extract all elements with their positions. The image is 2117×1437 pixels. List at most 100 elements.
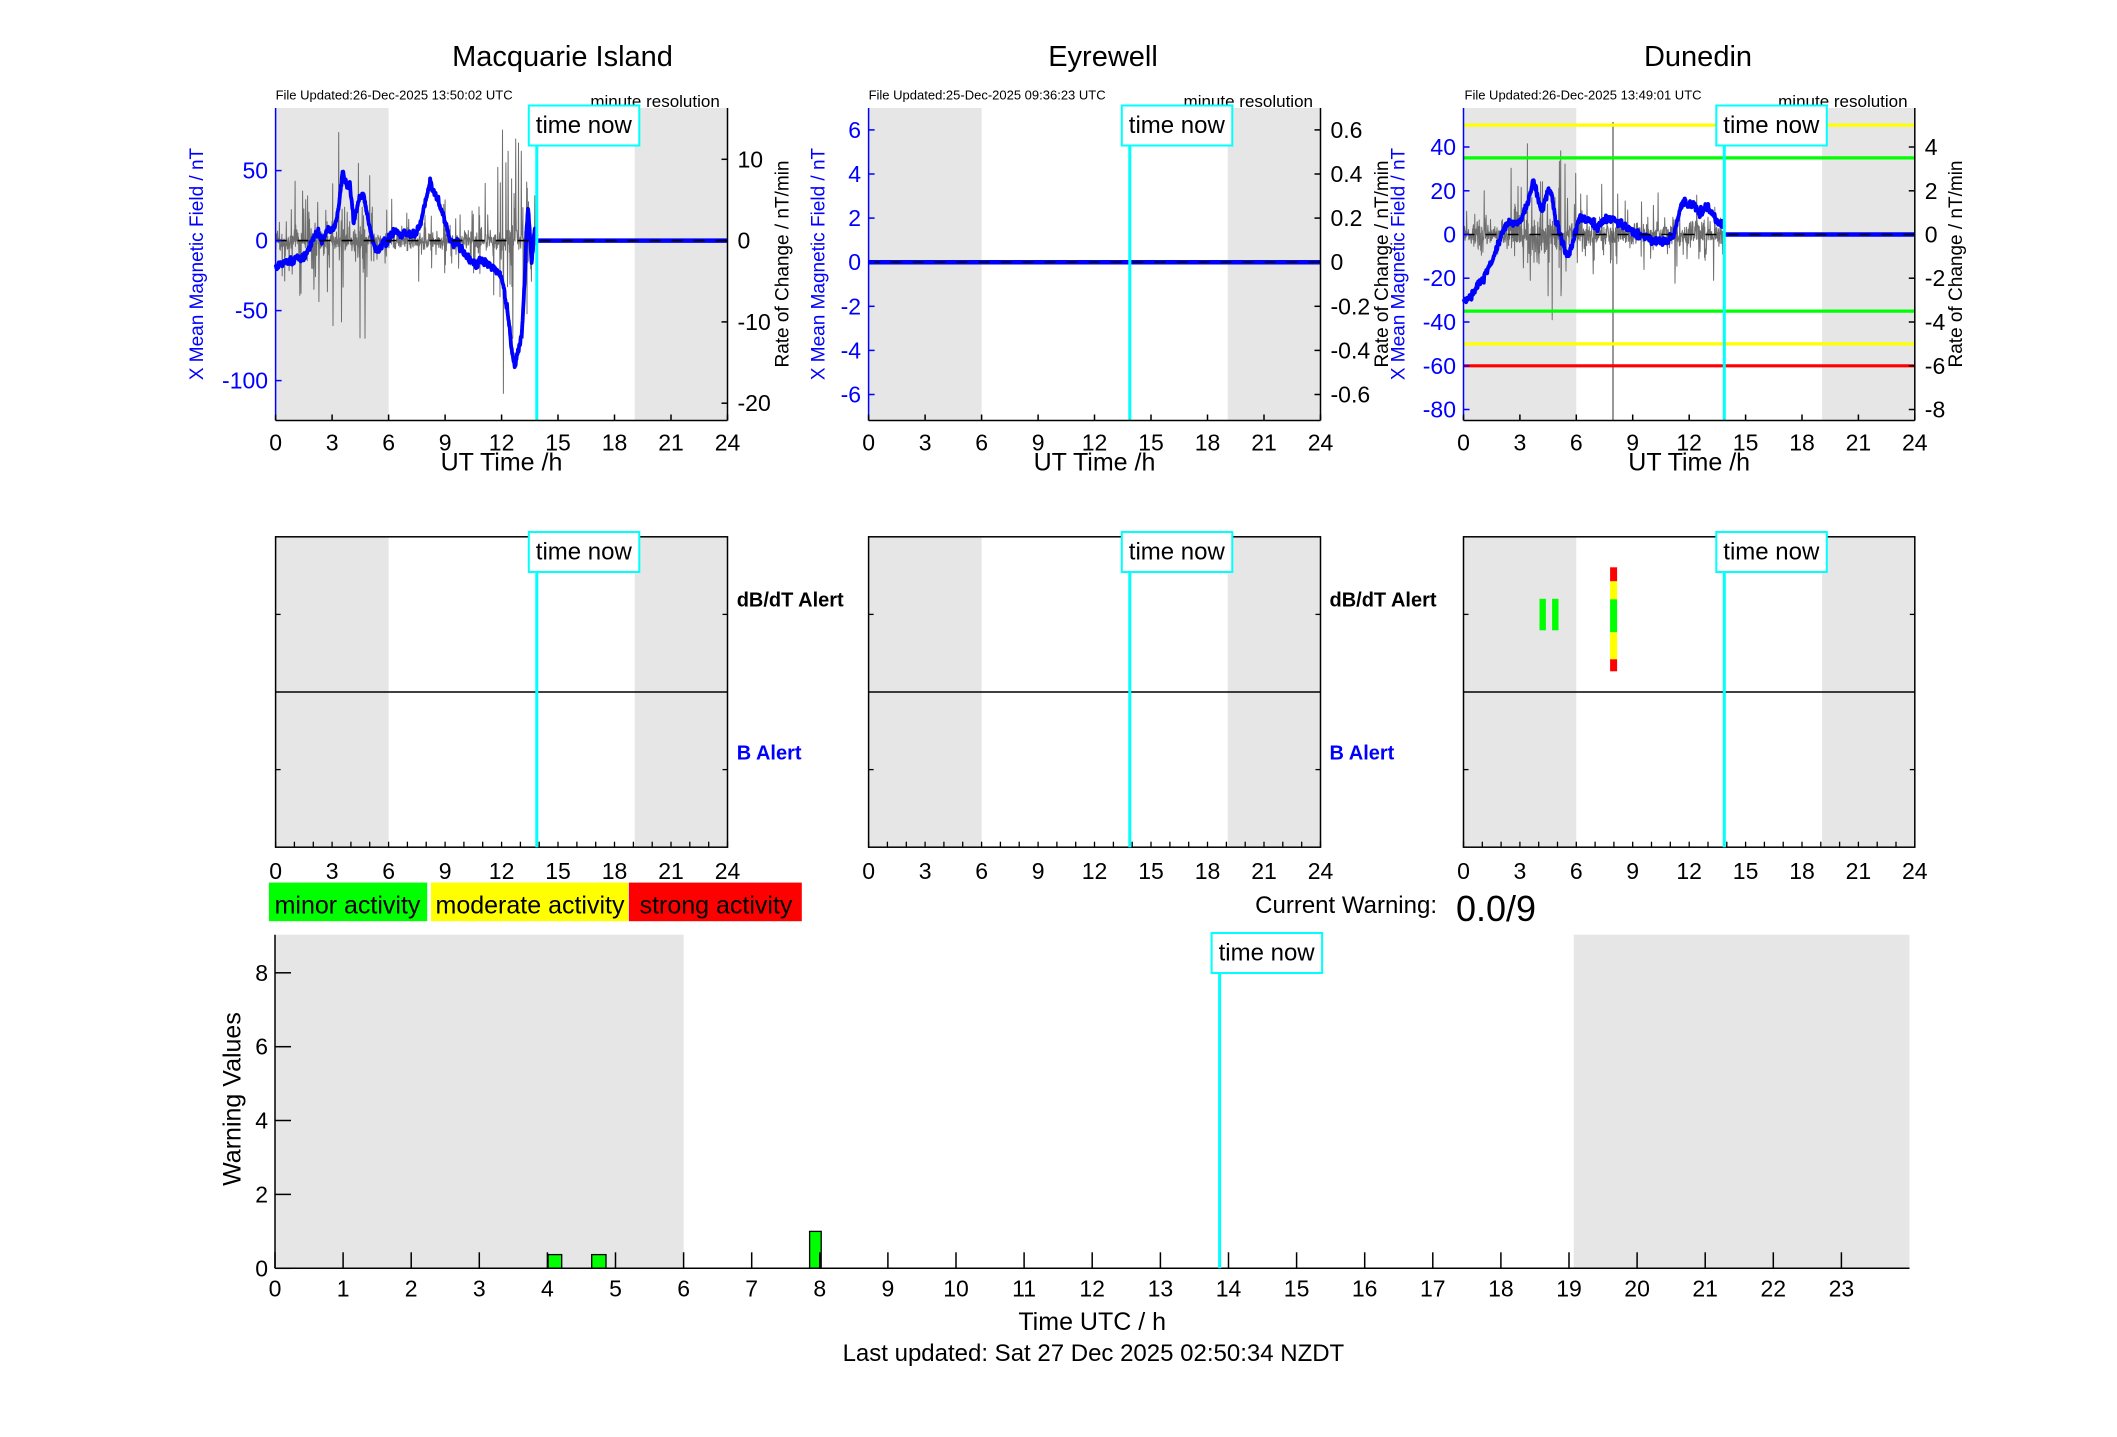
svg-text:15: 15 — [1284, 1275, 1310, 1301]
svg-text:3: 3 — [1514, 430, 1527, 456]
svg-text:time now: time now — [1723, 112, 1820, 139]
svg-text:0.0/9: 0.0/9 — [1456, 888, 1536, 929]
svg-text:4: 4 — [255, 1108, 268, 1134]
svg-text:4: 4 — [1925, 134, 1938, 160]
svg-text:20: 20 — [1430, 178, 1456, 204]
svg-text:18: 18 — [602, 430, 628, 456]
svg-text:3: 3 — [1514, 858, 1527, 884]
svg-text:Rate of Change / nT/min: Rate of Change / nT/min — [1946, 161, 1967, 368]
svg-text:Macquarie Island: Macquarie Island — [452, 41, 673, 73]
svg-text:0: 0 — [862, 858, 875, 884]
svg-text:24: 24 — [715, 858, 741, 884]
svg-text:6: 6 — [255, 1034, 268, 1060]
svg-text:17: 17 — [1420, 1275, 1446, 1301]
svg-text:6: 6 — [1570, 858, 1583, 884]
svg-text:21: 21 — [1846, 430, 1872, 456]
svg-text:time now: time now — [1723, 539, 1820, 566]
svg-text:Last updated: Sat 27 Dec 2025: Last updated: Sat 27 Dec 2025 02:50:34 N… — [843, 1340, 1345, 1367]
svg-text:21: 21 — [658, 858, 684, 884]
svg-text:24: 24 — [1308, 430, 1334, 456]
svg-text:-40: -40 — [1423, 309, 1456, 335]
svg-text:9: 9 — [1626, 430, 1639, 456]
svg-text:3: 3 — [919, 858, 932, 884]
svg-text:-0.4: -0.4 — [1331, 337, 1371, 363]
svg-text:19: 19 — [1556, 1275, 1582, 1301]
svg-text:8: 8 — [813, 1275, 826, 1301]
svg-text:4: 4 — [541, 1275, 554, 1301]
svg-text:File Updated:25-Dec-2025 09:36: File Updated:25-Dec-2025 09:36:23 UTC — [869, 88, 1106, 103]
svg-text:6: 6 — [382, 858, 395, 884]
svg-text:15: 15 — [1733, 430, 1759, 456]
svg-text:time now: time now — [536, 539, 633, 566]
svg-text:0: 0 — [862, 430, 875, 456]
svg-text:50: 50 — [243, 158, 269, 184]
svg-text:UT Time /h: UT Time /h — [1034, 449, 1156, 477]
svg-text:20: 20 — [1624, 1275, 1650, 1301]
svg-text:0: 0 — [255, 228, 268, 254]
svg-text:-2: -2 — [841, 293, 861, 319]
svg-text:-2: -2 — [1925, 265, 1945, 291]
svg-text:0.2: 0.2 — [1331, 205, 1363, 231]
svg-text:2: 2 — [848, 205, 861, 231]
svg-text:40: 40 — [1430, 134, 1456, 160]
svg-text:time now: time now — [1219, 940, 1316, 967]
svg-text:0: 0 — [269, 1275, 282, 1301]
svg-text:9: 9 — [1032, 858, 1045, 884]
svg-text:2: 2 — [405, 1275, 418, 1301]
svg-text:21: 21 — [658, 430, 684, 456]
svg-text:-60: -60 — [1423, 353, 1456, 379]
svg-text:18: 18 — [1789, 858, 1815, 884]
svg-text:9: 9 — [1032, 430, 1045, 456]
svg-text:dB/dT Alert: dB/dT Alert — [1330, 590, 1437, 612]
svg-text:6: 6 — [382, 430, 395, 456]
svg-text:23: 23 — [1829, 1275, 1855, 1301]
svg-text:X Mean Magnetic Field / nT: X Mean Magnetic Field / nT — [1389, 147, 1410, 380]
svg-text:-8: -8 — [1925, 397, 1945, 423]
svg-text:12: 12 — [489, 858, 515, 884]
svg-text:Eyrewell: Eyrewell — [1048, 41, 1158, 73]
svg-text:-0.6: -0.6 — [1331, 382, 1371, 408]
svg-text:18: 18 — [1488, 1275, 1514, 1301]
svg-text:12: 12 — [1079, 1275, 1105, 1301]
svg-text:1: 1 — [337, 1275, 350, 1301]
svg-text:-20: -20 — [738, 390, 771, 416]
svg-text:0: 0 — [848, 249, 861, 275]
svg-text:9: 9 — [439, 430, 452, 456]
svg-text:10: 10 — [943, 1275, 969, 1301]
svg-text:0.4: 0.4 — [1331, 161, 1363, 187]
svg-text:18: 18 — [1195, 858, 1221, 884]
svg-text:dB/dT Alert: dB/dT Alert — [737, 590, 844, 612]
svg-text:7: 7 — [745, 1275, 758, 1301]
svg-text:-4: -4 — [841, 337, 862, 363]
svg-text:6: 6 — [677, 1275, 690, 1301]
svg-text:24: 24 — [1308, 858, 1334, 884]
svg-text:9: 9 — [1626, 858, 1639, 884]
svg-text:18: 18 — [1789, 430, 1815, 456]
svg-text:6: 6 — [975, 430, 988, 456]
svg-text:24: 24 — [715, 430, 741, 456]
svg-text:5: 5 — [609, 1275, 622, 1301]
svg-text:16: 16 — [1352, 1275, 1378, 1301]
svg-text:6: 6 — [975, 858, 988, 884]
svg-text:Current Warning:: Current Warning: — [1255, 892, 1437, 919]
svg-text:Time UTC / h: Time UTC / h — [1018, 1308, 1166, 1336]
svg-text:X Mean Magnetic Field / nT: X Mean Magnetic Field / nT — [187, 147, 208, 380]
svg-text:13: 13 — [1148, 1275, 1174, 1301]
svg-text:moderate activity: moderate activity — [436, 892, 625, 920]
svg-text:12: 12 — [1676, 858, 1702, 884]
svg-text:12: 12 — [1082, 430, 1108, 456]
svg-text:0: 0 — [1443, 222, 1456, 248]
svg-text:10: 10 — [738, 146, 764, 172]
svg-text:15: 15 — [1733, 858, 1759, 884]
svg-text:3: 3 — [473, 1275, 486, 1301]
svg-text:-100: -100 — [222, 368, 268, 394]
svg-text:2: 2 — [1925, 178, 1938, 204]
svg-text:3: 3 — [919, 430, 932, 456]
svg-text:12: 12 — [1082, 858, 1108, 884]
svg-text:-6: -6 — [841, 382, 861, 408]
svg-text:12: 12 — [489, 430, 515, 456]
svg-text:minor activity: minor activity — [275, 892, 421, 920]
svg-text:21: 21 — [1251, 430, 1277, 456]
svg-text:B Alert: B Alert — [1330, 743, 1395, 765]
svg-text:X Mean Magnetic Field / nT: X Mean Magnetic Field / nT — [809, 147, 830, 380]
